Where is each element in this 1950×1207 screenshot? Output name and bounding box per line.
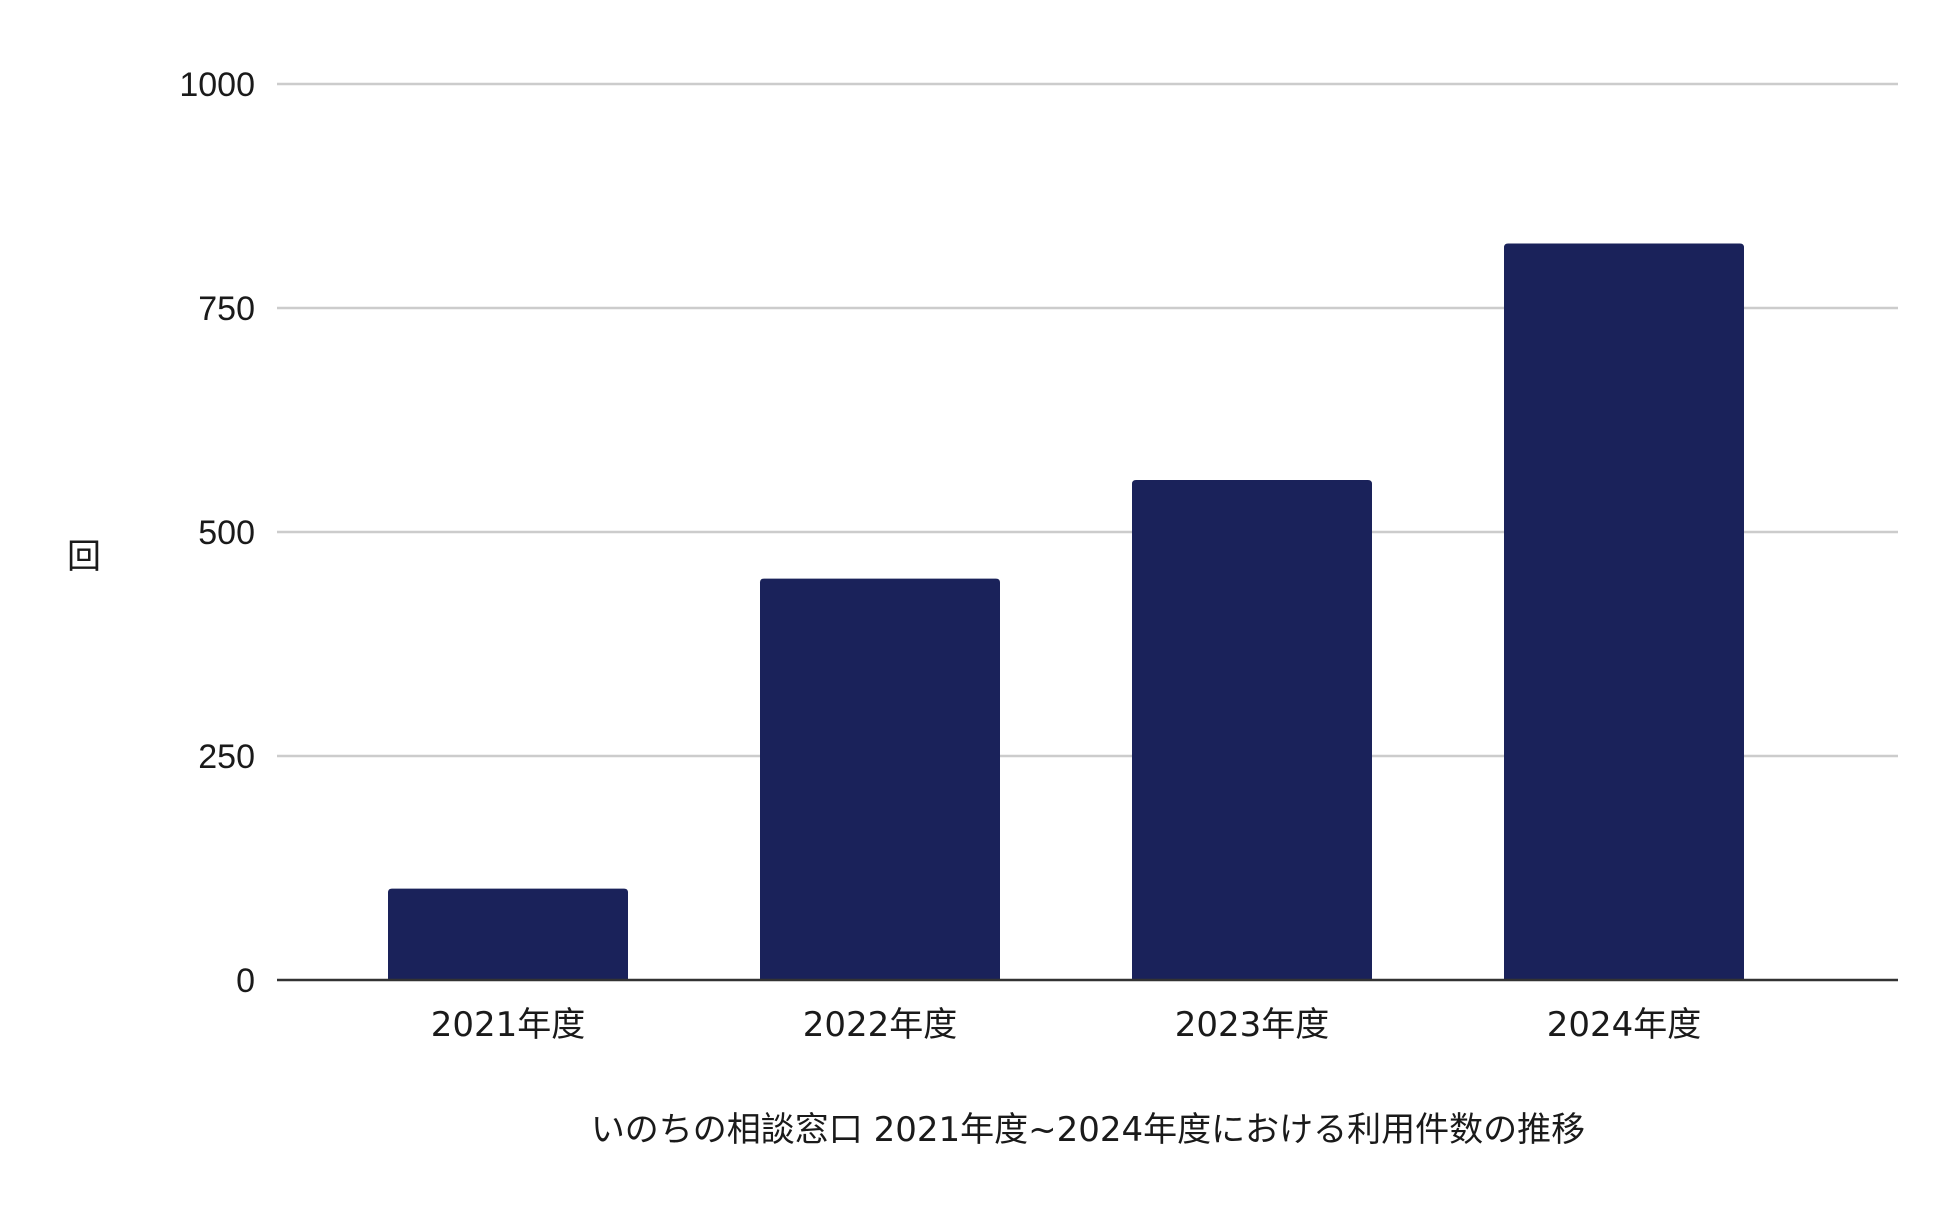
y-tick-label: 750 bbox=[198, 290, 255, 328]
bar-2024年度 bbox=[1504, 243, 1744, 980]
bars bbox=[388, 243, 1744, 980]
bar-2022年度 bbox=[760, 578, 1000, 980]
x-tick-label: 2022年度 bbox=[803, 1005, 958, 1045]
x-tick-label: 2024年度 bbox=[1547, 1005, 1702, 1045]
y-axis-ticks: 0 250 500 750 1000 bbox=[179, 66, 255, 1000]
x-axis-title: いのちの相談窓口 2021年度~2024年度における利用件数の推移 bbox=[591, 1110, 1585, 1150]
y-tick-label: 1000 bbox=[179, 66, 255, 104]
x-tick-label: 2023年度 bbox=[1175, 1005, 1330, 1045]
x-axis-ticks: 2021年度 2022年度 2023年度 2024年度 bbox=[431, 1005, 1702, 1045]
y-tick-label: 0 bbox=[236, 962, 255, 1000]
y-tick-label: 500 bbox=[198, 514, 255, 552]
x-tick-label: 2021年度 bbox=[431, 1005, 586, 1045]
y-tick-label: 250 bbox=[198, 738, 255, 776]
bar-2023年度 bbox=[1132, 480, 1372, 980]
bar-2021年度 bbox=[388, 888, 628, 980]
y-axis-title: 回 bbox=[67, 537, 101, 577]
